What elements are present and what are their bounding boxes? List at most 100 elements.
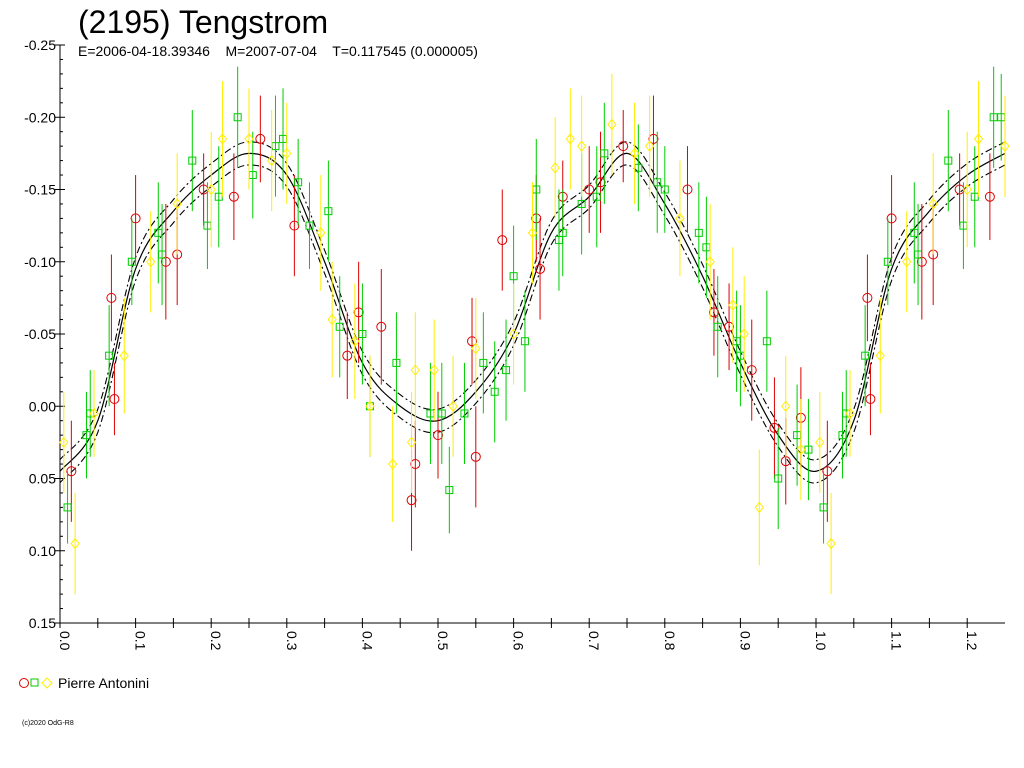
data-point-square <box>335 322 344 331</box>
data-point-square <box>660 185 669 194</box>
data-point-circle <box>618 141 629 152</box>
data-point-diamond <box>146 255 156 268</box>
data-point-diamond <box>387 458 398 470</box>
data-point-square <box>324 207 333 216</box>
data-point-circle <box>746 365 757 376</box>
data-point-circle <box>470 451 481 462</box>
x-tick-label: 1.0 <box>813 631 829 651</box>
data-point-diamond <box>675 212 685 225</box>
data-point-square <box>233 113 242 122</box>
data-point-square <box>694 228 703 237</box>
data-point-square <box>914 250 923 259</box>
data-point-square <box>713 322 722 331</box>
copyright-notice: (c)2020 OdG-R8 <box>22 720 74 727</box>
data-point-square <box>358 330 367 338</box>
x-tick-label: 0.4 <box>359 631 375 651</box>
data-point-square <box>158 250 167 259</box>
data-point-circle <box>433 430 443 441</box>
y-tick-label: 0.10 <box>29 543 56 559</box>
data-point-square <box>883 257 892 266</box>
data-point-diamond <box>629 147 640 160</box>
data-point-diamond <box>429 364 439 376</box>
data-point-circle <box>954 184 965 195</box>
data-point-diamond <box>89 407 99 420</box>
data-point-diamond <box>607 118 617 131</box>
data-point-diamond <box>448 400 458 413</box>
data-point-diamond <box>962 183 972 196</box>
data-point-circle <box>584 184 595 195</box>
data-point-diamond <box>119 349 129 362</box>
data-point-square <box>105 351 114 360</box>
x-tick-label: 1.2 <box>964 631 980 651</box>
legend-markers <box>19 677 53 689</box>
data-point-circle <box>595 177 606 188</box>
chart-subtitle: E=2006-04-18.39346 M=2007-07-04 T=0.1175… <box>78 43 478 59</box>
data-point-square <box>861 351 870 360</box>
data-point-square <box>520 337 529 346</box>
data-point-square <box>392 358 401 367</box>
data-point-square <box>819 503 828 512</box>
data-point-circle <box>724 321 735 332</box>
data-point-circle <box>769 422 780 433</box>
x-tick-label: 0.5 <box>435 631 451 651</box>
x-tick-label: 0.8 <box>662 631 678 651</box>
data-point-circle <box>109 394 120 405</box>
data-point-diamond <box>59 436 69 449</box>
data-point-circle <box>376 321 387 332</box>
data-point-square <box>305 221 314 230</box>
legend-diamond-marker <box>41 677 53 689</box>
data-point-circle <box>406 495 417 506</box>
data-point-circle <box>822 466 833 477</box>
y-tick-label: 0.05 <box>29 471 56 487</box>
data-point-diamond <box>565 133 575 145</box>
data-point-diamond <box>1000 140 1010 152</box>
data-point-square <box>762 337 771 346</box>
data-point-circle <box>228 191 239 202</box>
data-point-circle <box>106 292 117 303</box>
data-point-diamond <box>406 436 417 449</box>
data-point-circle <box>708 307 719 318</box>
data-point-diamond <box>327 313 337 326</box>
data-point-diamond <box>705 255 715 268</box>
data-point-circle <box>984 191 995 202</box>
data-point-diamond <box>728 299 738 311</box>
data-point-diamond <box>527 227 538 239</box>
data-point-circle <box>865 394 876 405</box>
x-tick-label: 0.2 <box>208 631 224 651</box>
data-point-diamond <box>282 147 292 160</box>
data-point-square <box>944 156 953 165</box>
data-point-diamond <box>875 349 885 362</box>
x-tick-label: 0.7 <box>586 631 602 651</box>
data-point-diamond <box>973 133 984 145</box>
data-point-diamond <box>845 407 855 420</box>
legend-square-marker <box>30 678 39 687</box>
y-tick-label: -0.10 <box>24 254 56 270</box>
data-point-diamond <box>471 342 481 355</box>
x-tick-label: 0.3 <box>284 631 300 651</box>
data-point-circle <box>353 307 364 318</box>
data-point-diamond <box>902 255 912 268</box>
x-tick-label: 0.6 <box>511 631 527 651</box>
chart-axes: -0.25 -0.20 -0.15 -0.10 -0.05 0.00 0.05 0.10 0.1… <box>24 37 1005 651</box>
data-point-square <box>445 486 454 495</box>
data-point-square <box>188 156 197 165</box>
data-point-diamond <box>781 400 791 413</box>
data-point-circle <box>342 350 353 361</box>
data-point-square <box>127 257 136 266</box>
data-point-square <box>490 387 499 396</box>
data-point-circle <box>497 235 508 246</box>
data-point-square <box>509 272 518 281</box>
data-point-diamond <box>826 537 836 550</box>
data-point-diamond <box>508 328 519 340</box>
data-point-square <box>577 199 586 208</box>
data-point-square <box>502 366 511 375</box>
data-point-diamond <box>244 133 254 145</box>
y-tick-label: -0.15 <box>24 182 56 198</box>
x-tick-label: 0.1 <box>133 631 149 651</box>
data-point-square <box>774 474 783 483</box>
y-tick-label: -0.25 <box>24 37 56 53</box>
data-point-diamond <box>172 198 182 210</box>
data-point-square <box>437 409 446 418</box>
y-tick-label: 0.00 <box>29 398 56 414</box>
